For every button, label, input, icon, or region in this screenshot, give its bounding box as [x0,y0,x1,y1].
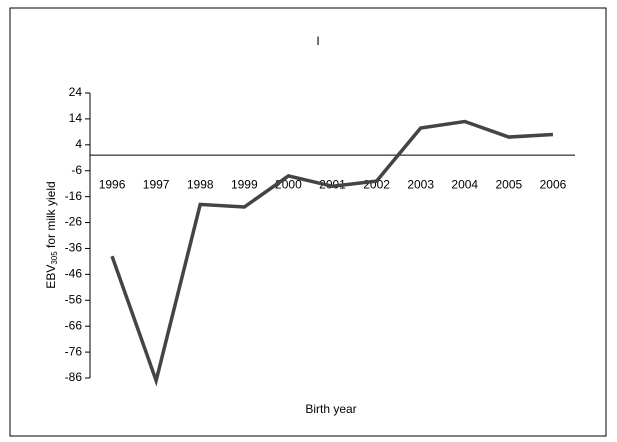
y-tick-label: 24 [69,85,83,99]
x-tick-label: 1999 [231,177,258,191]
x-tick-label: 2001 [319,177,346,191]
data-line [110,119,554,387]
y-label-main: EBV [44,265,58,289]
chart-frame [9,7,607,437]
y-tick-label: 14 [69,111,83,125]
y-tick-label: -16 [65,189,83,203]
y-tick-label: -56 [65,292,83,306]
x-tick-label: 2004 [451,177,478,191]
y-axis-label: EBV305 for milk yield [44,181,59,288]
x-tick-label: 2006 [540,177,567,191]
y-label-rest: for milk yield [44,181,58,251]
x-tick-label: 1996 [99,177,126,191]
y-tick-label: -66 [65,318,83,332]
x-axis-label: Birth year [305,402,356,416]
x-tick-label: 2003 [407,177,434,191]
y-tick-label: 4 [75,137,82,151]
y-tick-label: -86 [65,370,83,384]
y-tick-label: -46 [65,267,83,281]
y-tick-label: -26 [65,215,83,229]
y-tick-label: -36 [65,241,83,255]
chart-title: I [316,34,319,48]
x-tick-label: 1997 [143,177,170,191]
x-tick-label: 1998 [187,177,214,191]
y-tick-label: -76 [65,344,83,358]
y-tick-label: -6 [71,163,82,177]
x-tick-label: 2005 [496,177,523,191]
y-label-sub: 305 [50,251,59,265]
